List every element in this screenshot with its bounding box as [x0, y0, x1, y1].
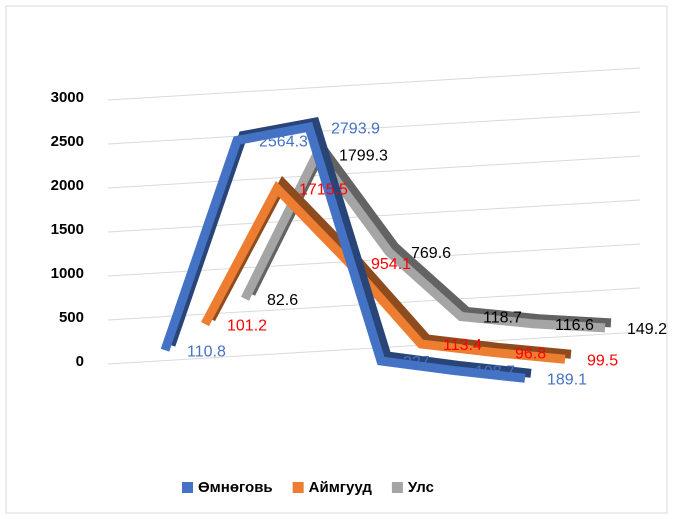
y-tick-label: 1500 — [51, 221, 84, 238]
data-label: 82.6 — [267, 292, 298, 309]
data-label: 101.2 — [227, 317, 267, 334]
data-label: 96.8 — [515, 346, 546, 363]
data-label: 198.7 — [475, 364, 515, 381]
data-label: 116.6 — [555, 317, 594, 334]
legend-swatch — [292, 482, 304, 493]
series-line — [240, 145, 606, 333]
legend-label: Өмнөговь — [198, 479, 273, 496]
y-tick-label: 2500 — [51, 133, 84, 150]
grid-line — [107, 67, 641, 101]
series-line — [160, 122, 526, 383]
grid-line — [107, 155, 641, 189]
legend-label: Улс — [408, 479, 434, 496]
series-line — [201, 180, 566, 364]
y-tick-label: 500 — [59, 309, 84, 326]
data-label: 110.8 — [187, 343, 226, 360]
data-label: 954.1 — [371, 256, 411, 273]
y-tick-label: 1000 — [51, 265, 84, 282]
grid-line — [107, 111, 641, 145]
data-label: 1799.3 — [339, 147, 388, 164]
data-label: 227 — [403, 354, 430, 371]
data-label: 2793.9 — [331, 120, 380, 137]
data-label: 149.2 — [627, 321, 667, 338]
legend-label: Аймгууд — [309, 479, 373, 496]
y-tick-label: 2000 — [51, 177, 84, 194]
data-label: 113.4 — [443, 337, 482, 354]
data-label: 99.5 — [587, 352, 618, 369]
data-label: 769.6 — [411, 245, 451, 262]
legend-swatch — [391, 482, 403, 493]
y-tick-label: 0 — [76, 353, 84, 370]
legend-swatch — [182, 482, 193, 493]
chart-frame — [5, 5, 668, 514]
data-label: 2564.3 — [259, 134, 308, 151]
data-label: 118.7 — [483, 310, 522, 327]
data-label: 189.1 — [547, 372, 587, 389]
data-label: 1715.5 — [299, 182, 348, 199]
y-tick-label: 3000 — [51, 89, 84, 106]
